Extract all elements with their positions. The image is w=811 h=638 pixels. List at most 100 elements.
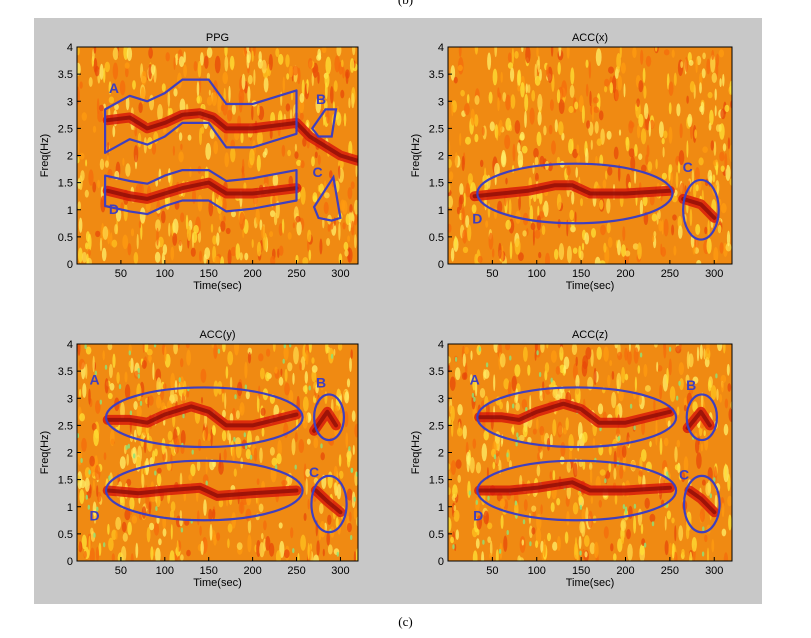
panel-title: PPG: [206, 32, 229, 44]
x-tick-label: 250: [287, 268, 305, 280]
y-tick-label: 1.5: [429, 475, 444, 487]
spectrogram-plot: [448, 344, 732, 561]
y-tick-label: 1: [67, 502, 73, 514]
y-tick-label: 4: [438, 42, 444, 54]
y-tick-label: 4: [438, 339, 444, 351]
annotation-letter: D: [473, 507, 483, 523]
x-tick-label: 300: [331, 565, 349, 577]
y-tick-label: 0.5: [58, 232, 73, 244]
annotation-b: [310, 108, 338, 138]
annotation-d: [476, 162, 674, 225]
x-tick-label: 100: [528, 565, 546, 577]
x-tick-label: 200: [243, 268, 261, 280]
y-tick-label: 3.5: [429, 366, 444, 378]
ridge-core-a: [477, 401, 672, 425]
x-tick-label: 250: [287, 565, 305, 577]
annotation-a: [476, 386, 678, 449]
spectrogram-panel: A B C D 50 100 150 200 250 300 0 0.5 1 1.5 2 2.5 3 3.5 4 PP…: [39, 32, 359, 292]
figure-caption-top: (b): [0, 0, 811, 8]
x-tick-label: 100: [156, 268, 174, 280]
ridge-core-b: [685, 409, 712, 431]
y-tick-label: 2: [438, 448, 444, 460]
y-tick-label: 3.5: [58, 366, 73, 378]
ridge-core-d: [477, 480, 672, 493]
annotation-d: [476, 459, 678, 522]
y-tick-label: 3: [438, 96, 444, 108]
y-tick-label: 3: [67, 96, 73, 108]
ridge-core-c: [687, 488, 717, 515]
y-tick-label: 1.5: [58, 475, 73, 487]
x-tick-label: 300: [705, 565, 723, 577]
annotation-b: [313, 393, 346, 442]
x-tick-label: 150: [200, 565, 218, 577]
y-tick-label: 3.5: [429, 69, 444, 81]
y-axis-label: Freq(Hz): [39, 431, 51, 474]
annotation-a: [103, 78, 298, 154]
x-axis-label: Time(sec): [566, 280, 614, 292]
spectrogram-panel: A B C D 50 100 150 200 250 300 0 0.5 1 1.5 2 2.5 3 3.5 4 AC…: [410, 329, 733, 589]
y-tick-label: 0.5: [58, 529, 73, 541]
x-tick-label: 150: [572, 268, 590, 280]
y-tick-label: 1: [438, 502, 444, 514]
x-tick-label: 300: [331, 268, 349, 280]
annotation-letter: C: [679, 467, 689, 483]
annotation-letter: B: [316, 91, 326, 107]
x-axis-label: Time(sec): [193, 280, 241, 292]
x-tick-label: 150: [200, 268, 218, 280]
spectrogram-panel: C D 50 100 150 200 250 300 0 0.5 1 1.5 2 2.5 3 3.5 4 ACC(…: [410, 32, 733, 292]
x-axis-label: Time(sec): [193, 577, 241, 589]
figure-caption-bottom: (c): [398, 614, 413, 629]
panel-title: ACC(y): [199, 329, 235, 341]
y-tick-label: 2: [438, 151, 444, 163]
y-tick-label: 2.5: [429, 123, 444, 135]
x-tick-label: 250: [661, 268, 679, 280]
spectrogram-plot: [77, 344, 358, 561]
y-tick-label: 2.5: [58, 420, 73, 432]
x-tick-label: 50: [486, 565, 498, 577]
annotation-c: [310, 474, 348, 534]
annotation-letter: D: [472, 210, 482, 226]
ridge-core-c: [313, 488, 343, 515]
y-tick-label: 1: [438, 205, 444, 217]
x-tick-label: 200: [616, 268, 634, 280]
y-axis-label: Freq(Hz): [39, 134, 51, 177]
x-tick-label: 50: [486, 268, 498, 280]
x-tick-label: 50: [115, 565, 127, 577]
annotation-c: [312, 174, 342, 222]
y-tick-label: 0: [67, 556, 73, 568]
y-tick-label: 0: [438, 259, 444, 271]
spectrogram-figure: A B C D 50 100 150 200 250 300 0 0.5 1 1.5 2 2.5 3 3.5 4 PP…: [34, 18, 762, 604]
annotation-letter: A: [470, 372, 480, 388]
annotation-letter: C: [683, 159, 693, 175]
x-axis-label: Time(sec): [566, 577, 614, 589]
annotation-d: [104, 459, 304, 522]
annotation-letter: B: [686, 377, 696, 393]
ridge-core-d: [105, 485, 299, 498]
y-tick-label: 0: [67, 259, 73, 271]
y-tick-label: 3: [67, 393, 73, 405]
ridge-core-d: [105, 180, 299, 201]
panel-title: ACC(z): [572, 329, 608, 341]
y-axis-label: Freq(Hz): [410, 431, 422, 474]
x-tick-label: 200: [616, 565, 634, 577]
ridge-core-b: [312, 409, 338, 433]
y-tick-label: 1.5: [58, 178, 73, 190]
annotation-d: [103, 169, 298, 216]
x-tick-label: 50: [115, 268, 127, 280]
spectrogram-plot: [448, 47, 732, 264]
y-tick-label: 2.5: [58, 123, 73, 135]
y-tick-label: 3: [438, 393, 444, 405]
annotation-letter: C: [313, 164, 323, 180]
y-axis-label: Freq(Hz): [410, 134, 422, 177]
annotation-a: [104, 386, 304, 449]
x-tick-label: 150: [572, 565, 590, 577]
y-tick-label: 2: [67, 448, 73, 460]
annotation-letter: A: [90, 372, 100, 388]
spectrogram-plot: [77, 47, 358, 264]
annotation-b: [685, 393, 719, 442]
y-tick-label: 3.5: [58, 69, 73, 81]
ridge-core-c: [681, 196, 717, 220]
ridge-core-a: [105, 111, 358, 163]
x-tick-label: 200: [243, 565, 261, 577]
